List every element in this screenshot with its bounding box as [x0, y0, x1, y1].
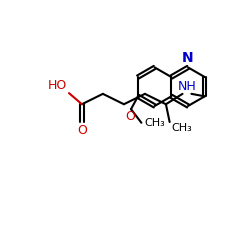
Text: CH₃: CH₃ [172, 123, 192, 133]
Text: HO: HO [48, 79, 67, 92]
Text: O: O [77, 124, 87, 137]
Text: N: N [182, 52, 194, 66]
Text: NH: NH [178, 80, 196, 92]
Text: O: O [125, 110, 135, 124]
Text: CH₃: CH₃ [144, 118, 165, 128]
